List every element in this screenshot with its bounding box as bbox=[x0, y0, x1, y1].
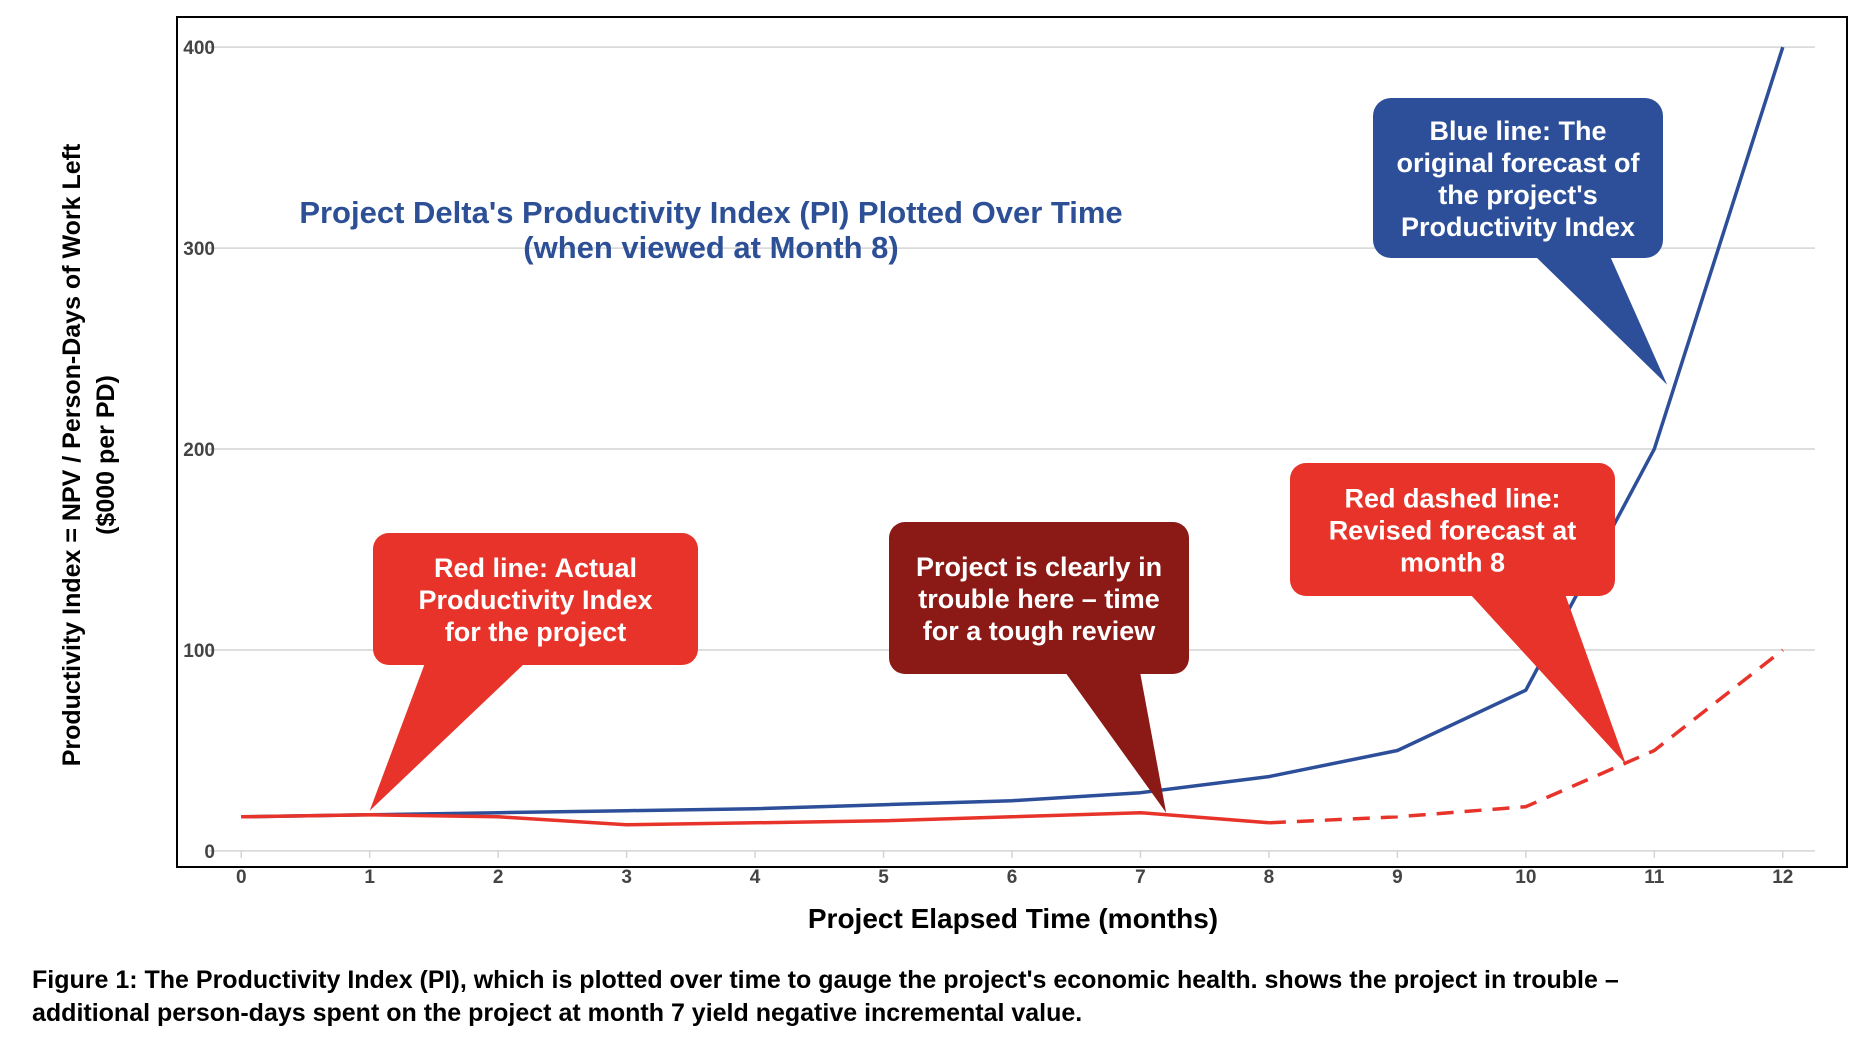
callout-text-line: the project's bbox=[1438, 180, 1597, 210]
callout-text-line: Red line: Actual bbox=[434, 553, 637, 583]
x-axis-title: Project Elapsed Time (months) bbox=[808, 903, 1218, 934]
callout-red-dashed: Red dashed line:Revised forecast atmonth… bbox=[1290, 463, 1627, 765]
x-tick-label: 1 bbox=[364, 867, 375, 888]
x-tick-label: 2 bbox=[493, 867, 504, 888]
y-tick-label: 300 bbox=[183, 239, 215, 260]
y-tick-label: 0 bbox=[204, 842, 215, 863]
callout-box bbox=[1373, 98, 1663, 258]
chart-title-line: Project Delta's Productivity Index (PI) … bbox=[299, 195, 1122, 230]
series-line-red-actual bbox=[241, 810, 1270, 827]
callout-pointer bbox=[1470, 594, 1627, 765]
callout-pointer bbox=[1535, 256, 1668, 385]
figure-caption: Figure 1: The Productivity Index (PI), w… bbox=[32, 964, 1832, 1030]
callout-text-line: Blue line: The bbox=[1429, 116, 1606, 146]
y-axis-title-line: Productivity Index = NPV / Person-Days o… bbox=[58, 143, 86, 766]
callout-text-line: Revised forecast at bbox=[1329, 516, 1577, 546]
x-tick-label: 7 bbox=[1135, 867, 1146, 888]
x-tick-label: 6 bbox=[1007, 867, 1018, 888]
y-axis-title-line: ($000 per PD) bbox=[92, 375, 120, 535]
series-line-blue-forecast bbox=[241, 46, 1785, 819]
y-tick-label: 100 bbox=[183, 641, 215, 662]
x-tick-label: 12 bbox=[1772, 867, 1793, 888]
callout-text-line: original forecast of bbox=[1396, 148, 1640, 178]
callout-box bbox=[373, 533, 698, 665]
x-tick-label: 3 bbox=[621, 867, 632, 888]
x-tick-label: 4 bbox=[750, 867, 761, 888]
x-tick-label: 9 bbox=[1392, 867, 1403, 888]
caption-line: additional person-days spent on the proj… bbox=[32, 999, 1083, 1027]
series-line-red-revised bbox=[1268, 648, 1784, 825]
y-tick-label: 200 bbox=[183, 440, 215, 461]
x-tick-label: 5 bbox=[878, 867, 889, 888]
callout-text-line: Productivity Index bbox=[1401, 212, 1635, 242]
callout-box bbox=[889, 522, 1189, 674]
y-tick-label: 400 bbox=[183, 38, 215, 59]
callout-pointer bbox=[369, 663, 525, 811]
x-tick-label: 11 bbox=[1644, 867, 1665, 888]
x-tick-label: 0 bbox=[236, 867, 247, 888]
callout-text-line: for the project bbox=[445, 617, 627, 647]
chart-title-line: (when viewed at Month 8) bbox=[523, 230, 898, 265]
callout-text-line: Project is clearly in bbox=[916, 552, 1162, 582]
x-tick-label: 10 bbox=[1515, 867, 1536, 888]
caption-line: Figure 1: The Productivity Index (PI), w… bbox=[32, 966, 1619, 994]
x-tick-label: 8 bbox=[1264, 867, 1275, 888]
callout-text-line: Productivity Index bbox=[418, 585, 652, 615]
callout-text-line: month 8 bbox=[1400, 548, 1505, 578]
callout-text-line: trouble here – time bbox=[918, 584, 1160, 614]
callout-box bbox=[1290, 463, 1615, 596]
callout-text-line: Red dashed line: bbox=[1344, 484, 1560, 514]
callout-pointer bbox=[1065, 672, 1167, 813]
callout-text-line: for a tough review bbox=[923, 616, 1157, 646]
